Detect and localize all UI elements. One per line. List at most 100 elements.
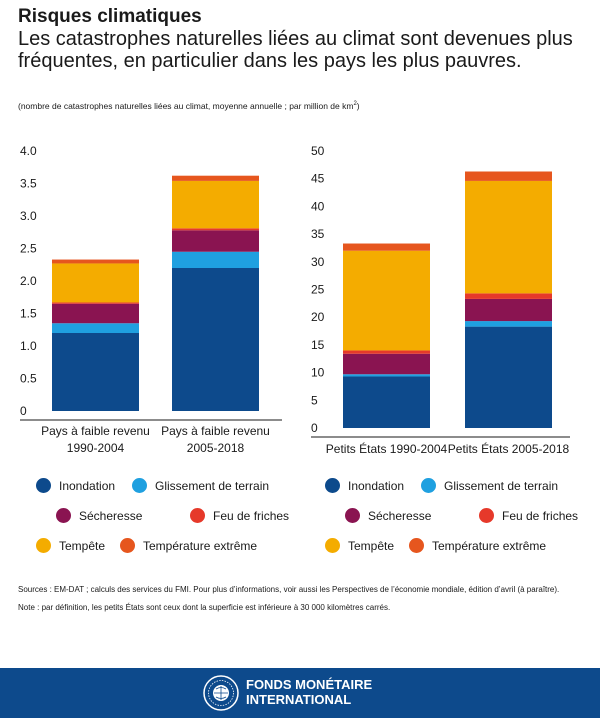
sources-text: Sources : EM-DAT ; calculs des services … bbox=[18, 585, 560, 594]
legend-item-inondation: Inondation bbox=[325, 478, 404, 493]
legend-label: Feu de friches bbox=[502, 508, 579, 523]
legend-item-tempete: Tempête bbox=[325, 538, 394, 553]
legend-label: Température extrême bbox=[432, 538, 547, 553]
note-text: Note : par définition, les petits États … bbox=[18, 603, 391, 612]
legend-item-feu-de-friches: Feu de friches bbox=[190, 508, 289, 523]
y-tick-label: 5 bbox=[311, 393, 318, 407]
legend-item-secheresse: Sécheresse bbox=[56, 508, 142, 523]
x-category-label: Petits États 2005-2018 bbox=[448, 441, 570, 456]
unit-note: (nombre de catastrophes naturelles liées… bbox=[18, 101, 360, 111]
legend-label: Sécheresse bbox=[368, 508, 432, 523]
unit-sup: 2 bbox=[353, 101, 357, 108]
notes: Sources : EM-DAT ; calculs des services … bbox=[18, 583, 583, 619]
legend-label: Inondation bbox=[348, 478, 405, 493]
y-tick-label: 2.5 bbox=[20, 242, 37, 256]
legend-item-inondation: Inondation bbox=[36, 478, 115, 493]
legend-item-temperature-extreme: Température extrême bbox=[120, 538, 257, 553]
org-line-2: INTERNATIONAL bbox=[246, 692, 352, 707]
bar-segment-inondation bbox=[343, 376, 430, 428]
y-tick-label: 30 bbox=[311, 255, 325, 269]
y-tick-label: 1.0 bbox=[20, 339, 37, 353]
y-tick-label: 4.0 bbox=[20, 144, 37, 158]
y-tick-label: 45 bbox=[311, 172, 325, 186]
legend-item-tempete: Tempête bbox=[36, 538, 105, 553]
y-tick-label: 50 bbox=[311, 144, 325, 158]
legend-item-glissement-de-terrain: Glissement de terrain bbox=[421, 478, 558, 493]
bar-segment-feu-de-friches bbox=[465, 293, 552, 299]
legend-swatch bbox=[325, 538, 340, 553]
legend-item-feu-de-friches: Feu de friches bbox=[479, 508, 578, 523]
legend-item-temperature-extreme: Température extrême bbox=[409, 538, 546, 553]
bar-segment-secheresse bbox=[343, 353, 430, 375]
bar-segment-tempete bbox=[52, 263, 139, 303]
chart-title: Risques climatiques bbox=[18, 6, 202, 27]
legend-swatch bbox=[120, 538, 135, 553]
chart-subtitle: Les catastrophes naturelles liées au cli… bbox=[18, 28, 573, 72]
bar-segment-inondation bbox=[172, 268, 259, 411]
y-tick-label: 1.5 bbox=[20, 307, 37, 321]
y-tick-label: 3.5 bbox=[20, 177, 37, 191]
x-category-label: 2005-2018 bbox=[187, 441, 245, 455]
unit-close: ) bbox=[356, 101, 360, 111]
bar-segment-glissement-de-terrain bbox=[343, 374, 430, 377]
y-tick-label: 25 bbox=[311, 283, 325, 297]
bar-segment-inondation bbox=[52, 333, 139, 411]
legend-label: Inondation bbox=[59, 478, 116, 493]
y-tick-label: 0 bbox=[311, 421, 318, 435]
bar-segment-feu-de-friches bbox=[172, 228, 259, 231]
y-tick-label: 2.0 bbox=[20, 274, 37, 288]
legend-label: Température extrême bbox=[143, 538, 258, 553]
bar-segment-secheresse bbox=[172, 230, 259, 252]
bar-segment-tempete bbox=[465, 180, 552, 294]
legend-label: Glissement de terrain bbox=[155, 478, 270, 493]
bar-segment-glissement-de-terrain bbox=[52, 323, 139, 333]
x-category-label: Petits États 1990-2004 bbox=[326, 441, 448, 456]
legend-label: Tempête bbox=[348, 538, 395, 553]
bar-segment-temperature-extreme bbox=[52, 259, 139, 264]
y-tick-label: 35 bbox=[311, 227, 325, 241]
legend-label: Tempête bbox=[59, 538, 106, 553]
bar-segment-tempete bbox=[343, 250, 430, 351]
y-tick-label: 20 bbox=[311, 310, 325, 324]
bar-segment-secheresse bbox=[465, 298, 552, 322]
legend-swatch bbox=[36, 538, 51, 553]
org-line-1: FONDS MONÉTAIRE bbox=[246, 677, 373, 692]
y-tick-label: 15 bbox=[311, 338, 325, 352]
imf-seal-icon bbox=[203, 675, 239, 711]
unit-text: (nombre de catastrophes naturelles liées… bbox=[18, 101, 354, 111]
legend-swatch bbox=[190, 508, 205, 523]
bar-segment-temperature-extreme bbox=[172, 175, 259, 181]
footer-bar: FONDS MONÉTAIRE INTERNATIONAL bbox=[0, 668, 600, 718]
y-tick-label: 40 bbox=[311, 199, 325, 213]
legend-label: Feu de friches bbox=[213, 508, 290, 523]
bar-segment-temperature-extreme bbox=[465, 171, 552, 181]
legend-swatch bbox=[345, 508, 360, 523]
legend-swatch bbox=[479, 508, 494, 523]
x-category-label: Pays à faible revenu bbox=[161, 424, 270, 438]
bar-segment-glissement-de-terrain bbox=[172, 251, 259, 268]
y-tick-label: 3.0 bbox=[20, 209, 37, 223]
y-tick-label: 0.5 bbox=[20, 372, 37, 386]
bar-segment-inondation bbox=[465, 326, 552, 428]
legend-swatch bbox=[36, 478, 51, 493]
y-tick-label: 10 bbox=[311, 366, 325, 380]
legend-swatch bbox=[56, 508, 71, 523]
legend-label: Sécheresse bbox=[79, 508, 143, 523]
bar-segment-feu-de-friches bbox=[343, 350, 430, 354]
bar-segment-secheresse bbox=[52, 303, 139, 324]
legend-swatch bbox=[421, 478, 436, 493]
x-category-label: 1990-2004 bbox=[67, 441, 125, 455]
legend-label: Glissement de terrain bbox=[444, 478, 559, 493]
bar-segment-glissement-de-terrain bbox=[465, 321, 552, 327]
bar-segment-temperature-extreme bbox=[343, 243, 430, 251]
bar-segment-feu-de-friches bbox=[52, 302, 139, 304]
legend-item-secheresse: Sécheresse bbox=[345, 508, 431, 523]
bar-charts: 0 0.5 1.0 1.5 2.0 2.5 3.0 3.5 4.0 Pays à faible r… bbox=[20, 144, 570, 456]
y-tick-label: 0 bbox=[20, 404, 27, 418]
bar-segment-tempete bbox=[172, 180, 259, 229]
legend-swatch bbox=[132, 478, 147, 493]
org-name: FONDS MONÉTAIRE INTERNATIONAL bbox=[246, 677, 372, 707]
legend-right: Inondation Glissement de terrain Sécheress… bbox=[325, 478, 595, 568]
legend-swatch bbox=[325, 478, 340, 493]
legend-item-glissement-de-terrain: Glissement de terrain bbox=[132, 478, 269, 493]
